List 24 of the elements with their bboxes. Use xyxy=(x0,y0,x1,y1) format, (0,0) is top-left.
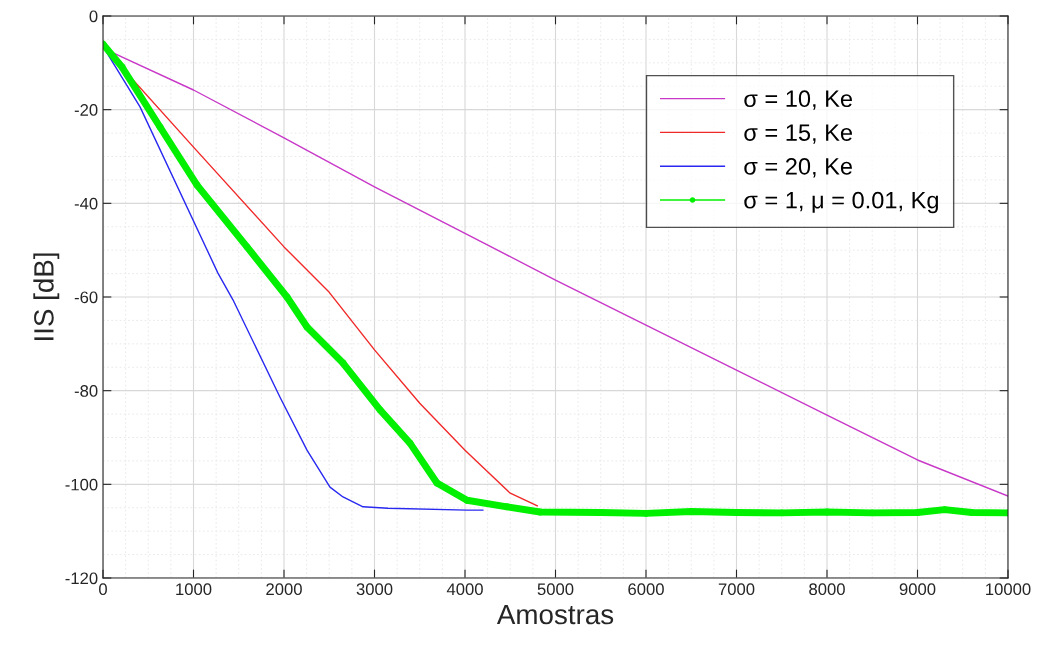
x-tick-label: 8000 xyxy=(809,583,845,596)
x-tick-label: 10000 xyxy=(986,583,1031,596)
legend-label: σ = 1, μ = 0.01, Kg xyxy=(744,191,938,214)
x-tick-label: 6000 xyxy=(628,583,664,596)
x-tick-label: 3000 xyxy=(356,583,393,596)
x-tick-label: 4000 xyxy=(446,583,483,596)
y-tick-label: -20 xyxy=(74,104,98,116)
y-tick-label: -80 xyxy=(74,385,98,397)
x-tick-label: 2000 xyxy=(266,583,302,596)
x-tick-label: 9000 xyxy=(899,583,936,596)
y-tick-label: -120 xyxy=(65,572,98,585)
y-tick-label: 0 xyxy=(89,10,98,23)
x-tick-label: 1000 xyxy=(176,583,212,596)
legend-label: σ = 15, Ke xyxy=(744,124,852,144)
x-tick-label: 5000 xyxy=(537,583,574,596)
y-tick-label: -60 xyxy=(74,291,98,304)
x-axis-title: Amostras xyxy=(496,604,614,625)
x-tick-label: 0 xyxy=(99,583,107,596)
y-axis-title: IIS [dB] xyxy=(33,253,60,340)
legend-label: σ = 20, Ke xyxy=(744,158,852,178)
y-tick-label: -100 xyxy=(65,478,98,491)
legend-label: σ = 10, Ke xyxy=(744,90,852,110)
x-tick-label: 7000 xyxy=(718,583,755,596)
y-tick-label: -40 xyxy=(74,197,98,210)
